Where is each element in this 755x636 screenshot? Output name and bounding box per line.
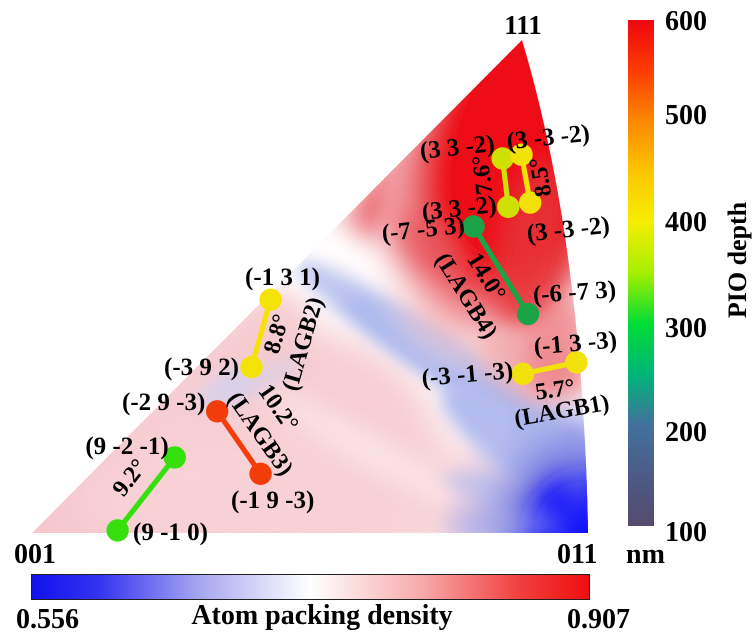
- svg-text:(9 -2 -1): (9 -2 -1): [85, 433, 168, 460]
- svg-text:0.907: 0.907: [567, 604, 630, 635]
- svg-text:300: 300: [665, 313, 707, 344]
- svg-text:111: 111: [504, 10, 542, 40]
- svg-text:200: 200: [665, 417, 707, 448]
- svg-text:8.5°: 8.5°: [525, 155, 557, 199]
- svg-text:5.7°: 5.7°: [534, 374, 577, 405]
- svg-text:500: 500: [665, 100, 707, 131]
- svg-text:(-2 9 -3): (-2 9 -3): [122, 389, 205, 416]
- svg-text:Atom packing density: Atom packing density: [191, 600, 452, 631]
- svg-text:400: 400: [665, 207, 707, 238]
- svg-text:PIO depth: PIO depth: [723, 201, 752, 318]
- svg-text:(-1 9 -3): (-1 9 -3): [231, 487, 314, 514]
- svg-text:(-3 9 2): (-3 9 2): [164, 354, 239, 381]
- svg-text:001: 001: [14, 539, 56, 570]
- svg-text:(9 -1 0): (9 -1 0): [133, 519, 208, 546]
- svg-text:nm: nm: [626, 539, 665, 570]
- svg-text:100: 100: [665, 517, 707, 548]
- svg-text:(-1 3 1): (-1 3 1): [245, 264, 320, 291]
- svg-text:0.556: 0.556: [16, 604, 79, 635]
- svg-text:(-6 -7 3): (-6 -7 3): [532, 276, 617, 309]
- svg-text:600: 600: [665, 6, 707, 37]
- svg-text:011: 011: [557, 539, 597, 570]
- svg-text:7.6°: 7.6°: [468, 154, 499, 196]
